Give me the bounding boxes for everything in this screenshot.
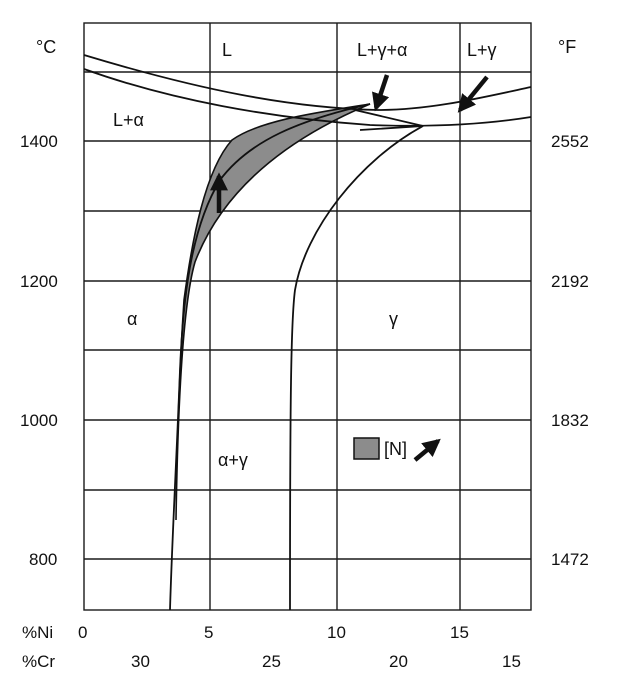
region-l-gamma: L+γ	[467, 40, 497, 60]
celsius-tick: 1000	[20, 411, 58, 430]
fahrenheit-tick: 1832	[551, 411, 589, 430]
celsius-tick: 800	[29, 550, 57, 569]
plot-frame	[83, 22, 532, 611]
alpha-solvus-curve	[169, 103, 371, 611]
solidus-curve-upper	[83, 68, 532, 127]
cr-tick: 25	[262, 652, 281, 671]
region-alpha: α	[127, 309, 137, 329]
region-liquid: L	[222, 40, 232, 60]
fahrenheit-unit-label: °F	[558, 37, 576, 57]
celsius-tick: 1200	[20, 272, 58, 291]
ni-tick: 10	[327, 623, 346, 642]
ni-tick: 15	[450, 623, 469, 642]
horizontal-grid	[84, 71, 531, 560]
legend-label: [N]	[384, 439, 407, 459]
cr-axis-label: %Cr	[22, 652, 55, 671]
ni-tick: 5	[204, 623, 213, 642]
cr-tick: 15	[502, 652, 521, 671]
celsius-unit-label: °C	[36, 37, 56, 57]
arrow-nitrogen	[413, 438, 441, 462]
vertical-grid	[209, 23, 461, 610]
celsius-tick: 1400	[20, 132, 58, 151]
region-gamma: γ	[389, 309, 398, 329]
region-l-gamma-alpha: L+γ+α	[357, 40, 407, 60]
region-alpha-gamma: α+γ	[218, 450, 248, 470]
gamma-solvus-curve	[289, 125, 424, 611]
ni-axis-label: %Ni	[22, 623, 53, 642]
nitrogen-shift-region	[175, 103, 371, 521]
region-l-alpha: L+α	[113, 110, 144, 130]
arrow-l-gamma-alpha	[372, 74, 390, 112]
arrow-l-gamma	[457, 75, 489, 113]
ni-tick: 0	[78, 623, 87, 642]
fahrenheit-tick: 2552	[551, 132, 589, 151]
legend-swatch	[353, 437, 380, 460]
cr-tick: 30	[131, 652, 150, 671]
cr-tick: 20	[389, 652, 408, 671]
fahrenheit-tick: 2192	[551, 272, 589, 291]
peritectic-triangle	[354, 109, 424, 131]
fahrenheit-tick: 1472	[551, 550, 589, 569]
